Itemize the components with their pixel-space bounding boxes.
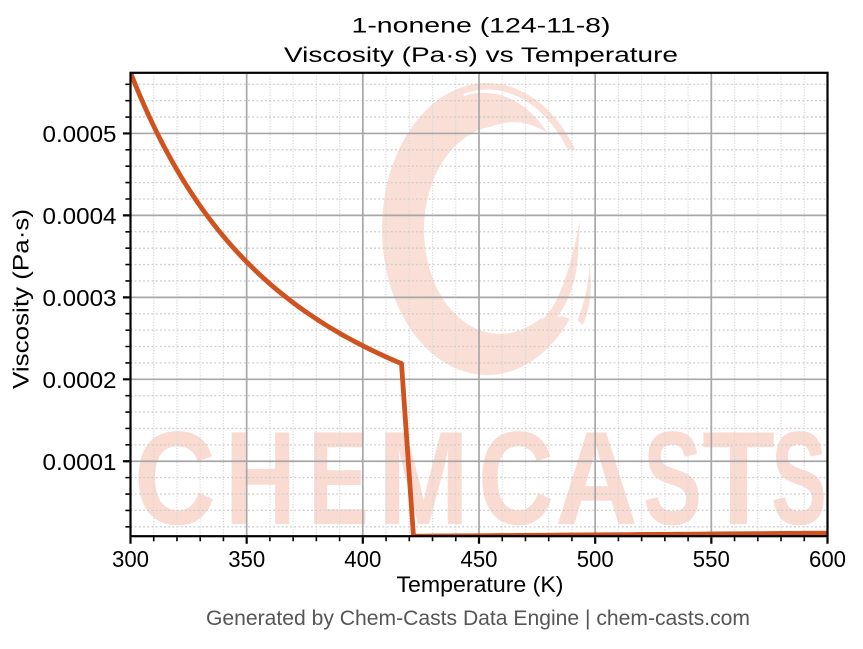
svg-text:Viscosity (Pa·s) vs Temperatur: Viscosity (Pa·s) vs Temperature [284,43,678,67]
svg-text:Generated by Chem-Casts Data E: Generated by Chem-Casts Data Engine | ch… [206,607,750,630]
svg-text:600: 600 [809,546,846,572]
svg-text:Temperature (K): Temperature (K) [397,572,564,597]
svg-text:1-nonene (124-11-8): 1-nonene (124-11-8) [352,14,611,38]
svg-text:M: M [378,405,469,553]
svg-text:S: S [643,405,702,553]
svg-text:Viscosity (Pa·s): Viscosity (Pa·s) [9,209,34,389]
svg-text:C: C [134,405,216,553]
svg-text:0.0004: 0.0004 [43,203,117,229]
svg-text:0.0001: 0.0001 [43,449,117,475]
svg-text:T: T [702,405,775,553]
svg-text:500: 500 [577,546,614,572]
svg-text:550: 550 [693,546,730,572]
svg-text:E: E [308,405,369,553]
svg-text:0.0003: 0.0003 [43,285,117,311]
svg-text:300: 300 [112,546,149,572]
svg-text:C: C [478,405,554,553]
svg-text:S: S [771,405,827,553]
svg-text:H: H [225,405,296,553]
svg-text:400: 400 [344,546,381,572]
svg-text:350: 350 [228,546,265,572]
svg-text:A: A [555,405,638,553]
svg-text:0.0005: 0.0005 [43,121,117,147]
svg-text:0.0002: 0.0002 [43,367,117,393]
svg-text:450: 450 [461,546,498,572]
